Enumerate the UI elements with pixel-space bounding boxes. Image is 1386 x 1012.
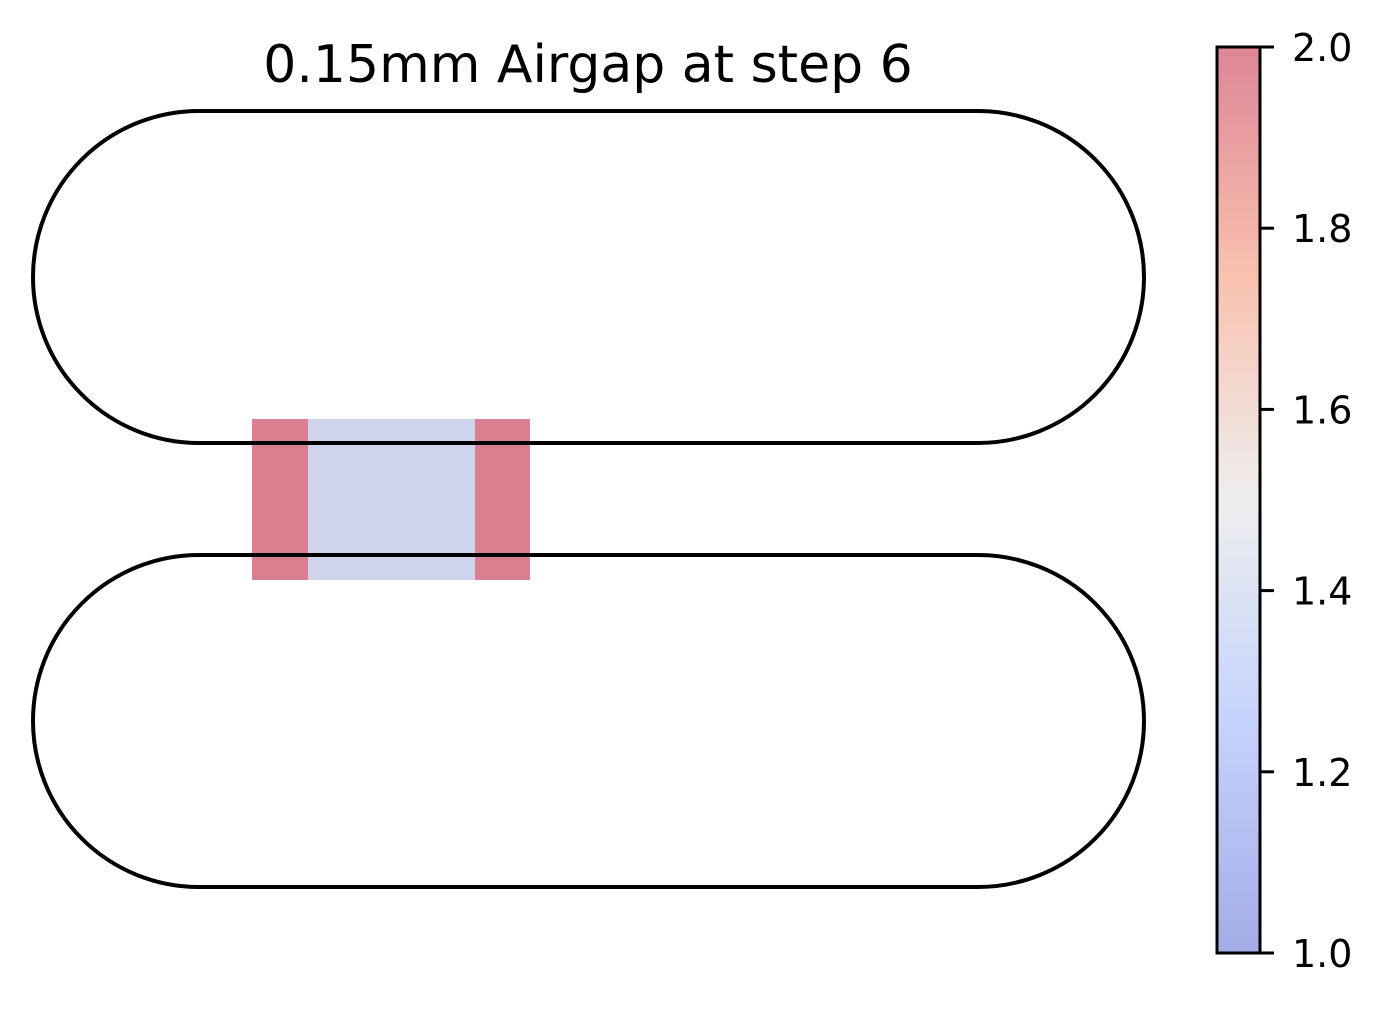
colorbar-tick-label: 1.6 (1292, 388, 1352, 432)
colorbar-tick-label: 1.4 (1292, 570, 1352, 614)
colorbar-tick-label: 1.2 (1292, 751, 1352, 795)
colorbar-tick-label: 2.0 (1292, 26, 1352, 70)
colorbar: 1.0 1.2 1.4 1.6 1.8 2.0 (1215, 26, 1352, 976)
colorbar-gradient (1215, 45, 1262, 955)
colorbar-ticks: 1.0 1.2 1.4 1.6 1.8 2.0 (1260, 26, 1352, 976)
colorbar-tick-label: 1.0 (1292, 932, 1352, 976)
lower-track-outline (31, 553, 1146, 889)
diagram-title: 0.15mm Airgap at step 6 (263, 35, 912, 95)
upper-track-outline (31, 109, 1146, 445)
colorbar-tick-label: 1.8 (1292, 207, 1352, 251)
